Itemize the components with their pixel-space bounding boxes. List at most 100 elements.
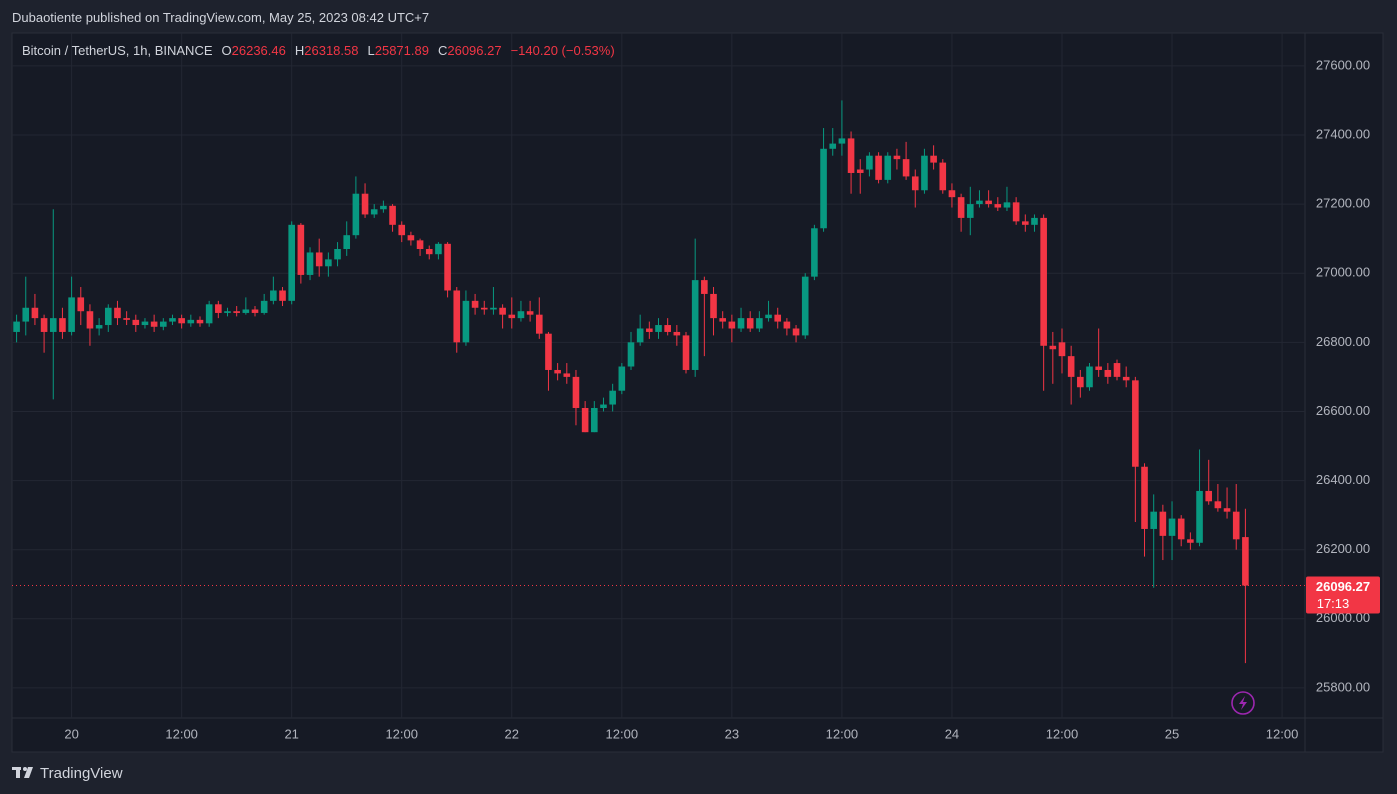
candle-body bbox=[801, 276, 809, 336]
candle-body bbox=[77, 297, 85, 312]
candle-body bbox=[361, 193, 369, 215]
candle-body bbox=[976, 200, 983, 205]
candle-body bbox=[774, 314, 782, 322]
candle-body bbox=[160, 321, 167, 327]
brand[interactable]: TradingView bbox=[40, 765, 123, 782]
candle-body bbox=[13, 321, 20, 332]
ohlc-key: O bbox=[221, 43, 232, 58]
logo bbox=[12, 767, 33, 778]
candle-body bbox=[169, 318, 176, 322]
candle-body bbox=[453, 290, 461, 343]
y-tick-label: 27200.00 bbox=[1316, 196, 1370, 211]
candle-body bbox=[1058, 342, 1066, 357]
candle-body bbox=[86, 311, 94, 329]
x-tick-label: 12:00 bbox=[165, 726, 198, 741]
candle-body bbox=[425, 249, 433, 255]
candle-body bbox=[581, 407, 589, 433]
candle-body bbox=[288, 224, 295, 301]
candle-body bbox=[856, 169, 864, 173]
last-price-tag bbox=[1306, 576, 1380, 614]
symbol-legend: Bitcoin / TetherUS, 1h, BINANCE O26236.46… bbox=[22, 43, 615, 58]
candle-body bbox=[380, 205, 387, 210]
candle-body bbox=[682, 335, 690, 370]
candle-body bbox=[1177, 518, 1185, 540]
candle-body bbox=[1150, 511, 1157, 529]
candle-body bbox=[875, 155, 882, 180]
candle-body bbox=[1205, 490, 1213, 502]
candle-body bbox=[40, 318, 48, 332]
candle-body bbox=[517, 311, 525, 319]
candle-body bbox=[1031, 217, 1038, 225]
x-tick-label: 23 bbox=[725, 726, 739, 741]
candle-body bbox=[765, 314, 772, 319]
candle-body bbox=[95, 325, 103, 329]
candle-body bbox=[719, 318, 726, 322]
logo-part bbox=[23, 767, 27, 771]
candle-body bbox=[398, 224, 406, 236]
candle-body bbox=[691, 280, 699, 370]
ohlc-value: 25871.89 bbox=[374, 43, 429, 58]
candle-body bbox=[205, 304, 213, 324]
candle-body bbox=[306, 252, 314, 275]
candle-body bbox=[792, 328, 800, 336]
alert-icon[interactable] bbox=[1231, 691, 1255, 715]
last-price-label: 26096.27 bbox=[1316, 579, 1370, 594]
candle-body bbox=[866, 155, 873, 170]
candle-body bbox=[664, 325, 671, 332]
published-line: Dubaotiente published on TradingView.com… bbox=[12, 10, 430, 25]
candle-body bbox=[334, 249, 341, 260]
candle-body bbox=[114, 307, 121, 319]
candle-body bbox=[444, 243, 451, 291]
candle-body bbox=[251, 309, 259, 313]
candle-body bbox=[343, 235, 351, 250]
candle-body bbox=[600, 404, 607, 408]
candle-body bbox=[728, 321, 736, 329]
candle-body bbox=[545, 333, 552, 370]
candle-body bbox=[1049, 345, 1057, 350]
candle-body bbox=[902, 159, 910, 177]
y-tick-label: 27600.00 bbox=[1316, 57, 1370, 72]
y-tick-label: 27000.00 bbox=[1316, 265, 1370, 280]
candle-body bbox=[646, 328, 653, 332]
candle-body bbox=[68, 297, 75, 332]
candle-body bbox=[1159, 511, 1167, 536]
x-tick-label: 20 bbox=[64, 726, 78, 741]
candle-body bbox=[1187, 539, 1194, 543]
candle-body bbox=[948, 190, 956, 198]
candle-body bbox=[994, 204, 1002, 208]
candle-body bbox=[1242, 537, 1249, 586]
candle-body bbox=[985, 200, 992, 205]
candle-body bbox=[655, 325, 662, 332]
y-tick-label: 26000.00 bbox=[1316, 610, 1370, 625]
x-tick-label: 24 bbox=[945, 726, 959, 741]
candles bbox=[12, 100, 1305, 664]
candle-body bbox=[939, 162, 947, 191]
candle-body bbox=[123, 318, 130, 320]
candle-body bbox=[270, 290, 277, 301]
candle-body bbox=[132, 319, 140, 326]
ohlc-key: H bbox=[294, 43, 305, 58]
candle-body bbox=[224, 311, 231, 313]
candle-body bbox=[480, 307, 488, 310]
candle-body bbox=[535, 314, 543, 334]
candle-body bbox=[435, 243, 442, 255]
x-tick-label: 22 bbox=[505, 726, 519, 741]
candle-body bbox=[141, 321, 149, 326]
candle-body bbox=[215, 304, 222, 313]
candle-body bbox=[966, 204, 974, 218]
candle-body bbox=[499, 307, 506, 315]
candle-body bbox=[618, 366, 626, 391]
y-tick-label: 26400.00 bbox=[1316, 472, 1370, 487]
candle-body bbox=[490, 307, 497, 310]
x-tick-label: 21 bbox=[284, 726, 298, 741]
candle-body bbox=[31, 307, 39, 319]
candle-body bbox=[416, 240, 424, 250]
candle-body bbox=[1012, 202, 1020, 222]
x-tick-label: 25 bbox=[1165, 726, 1179, 741]
candle-body bbox=[297, 224, 305, 275]
candle-body bbox=[1113, 363, 1121, 377]
candle-body bbox=[508, 314, 516, 319]
candle-body bbox=[1223, 508, 1231, 512]
x-tick-label: 12:00 bbox=[1046, 726, 1079, 741]
candle-body bbox=[1077, 376, 1084, 388]
